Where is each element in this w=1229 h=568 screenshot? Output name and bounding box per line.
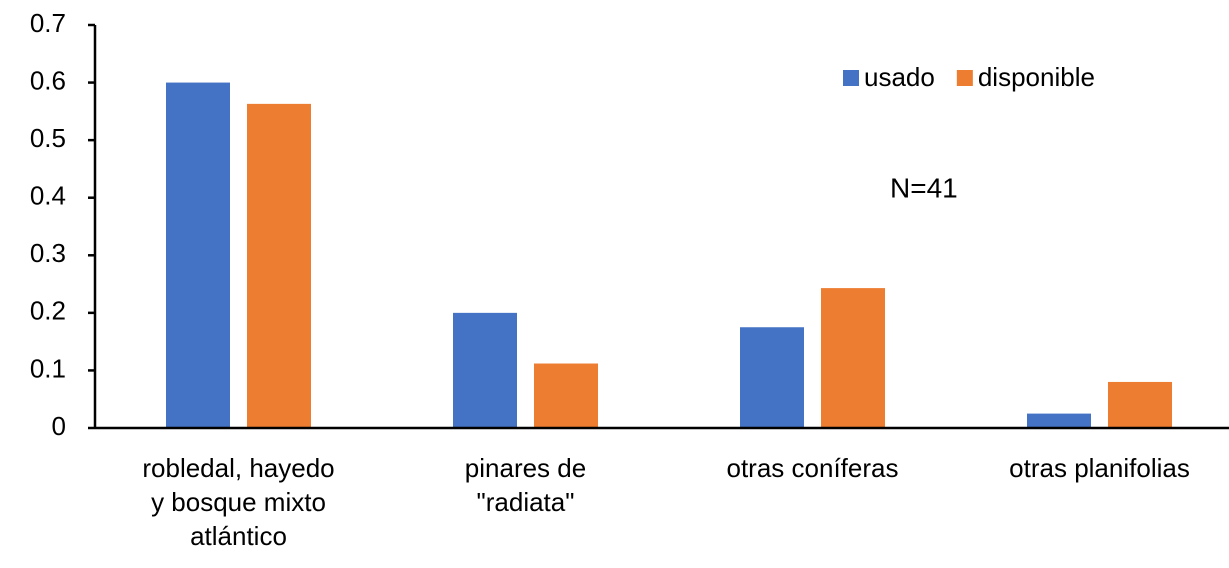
x-tick-label: otras planifolias	[1009, 453, 1190, 483]
legend-label: usado	[864, 62, 935, 92]
bar	[534, 363, 598, 428]
y-tick-label: 0.7	[30, 8, 66, 38]
y-tick-label: 0.5	[30, 123, 66, 153]
y-tick-label: 0.6	[30, 65, 66, 95]
legend-swatch	[956, 70, 973, 86]
x-tick-label: pinares de "radiata"	[465, 453, 586, 517]
y-tick-label: 0.2	[30, 296, 66, 326]
x-tick-label: otras coníferas	[727, 453, 899, 483]
bar	[740, 327, 804, 428]
bar	[453, 312, 517, 428]
bar	[247, 103, 311, 428]
x-tick-label: robledal, hayedo y bosque mixto atlántico	[142, 453, 334, 551]
bar	[1027, 413, 1091, 428]
legend-swatch	[843, 70, 859, 86]
y-tick-label: 0.1	[30, 353, 66, 383]
y-tick-label: 0.3	[30, 238, 66, 268]
annotation: N=41	[890, 172, 958, 203]
y-tick-label: 0	[52, 411, 66, 441]
bar	[166, 82, 230, 429]
legend-label: disponible	[978, 62, 1095, 92]
bar	[1108, 381, 1172, 428]
y-tick-label: 0.4	[30, 181, 66, 211]
bar	[821, 288, 885, 428]
